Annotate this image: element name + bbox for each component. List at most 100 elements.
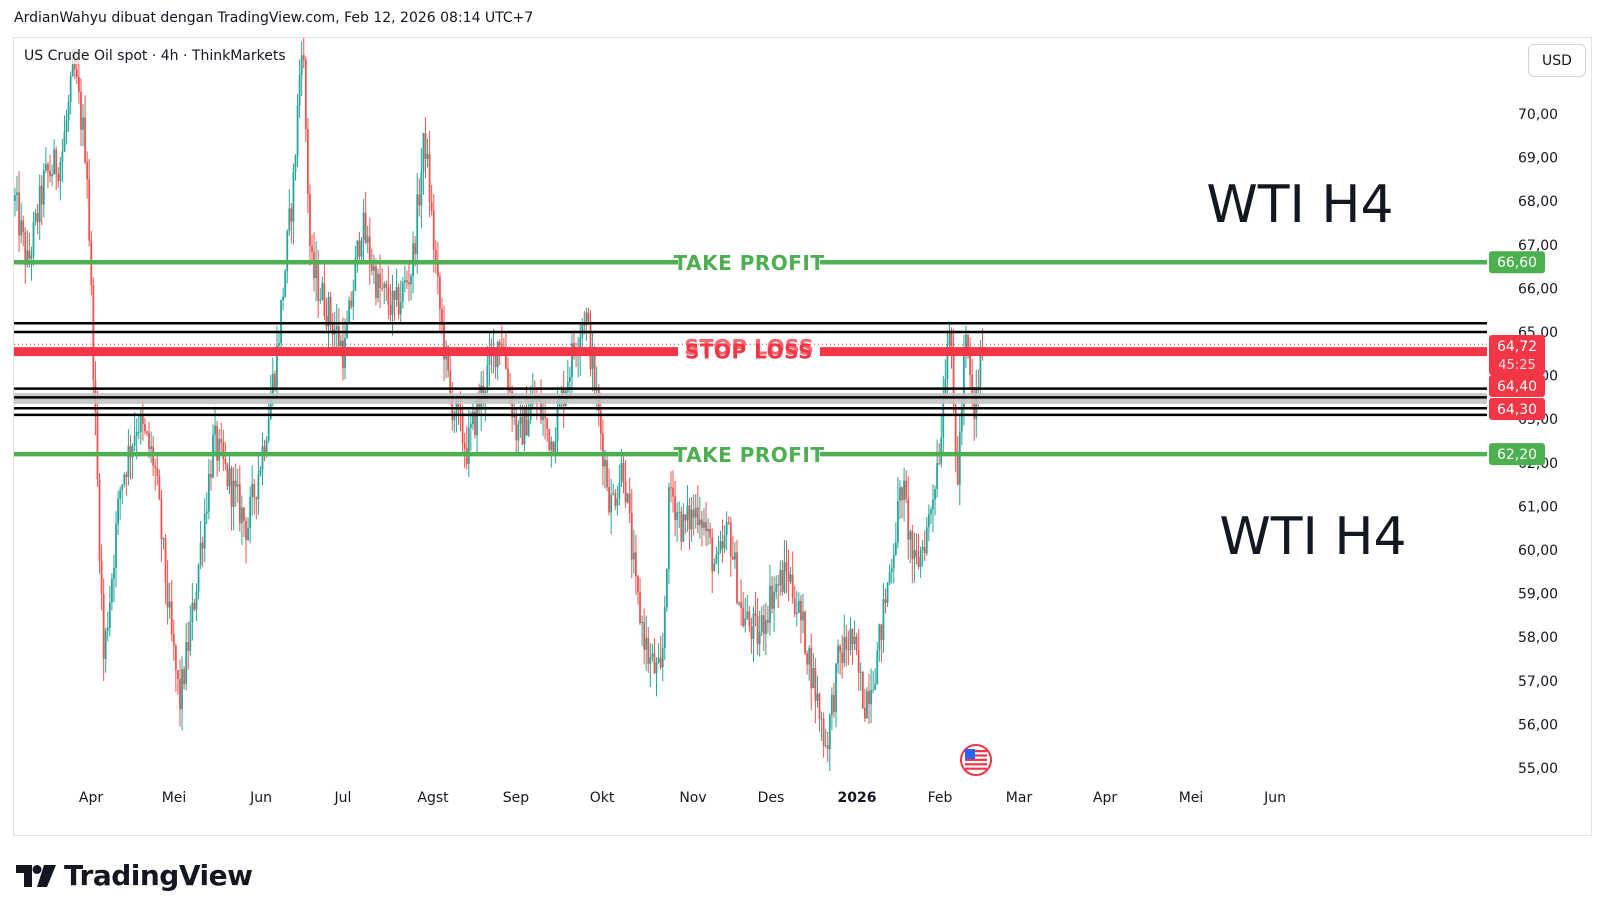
- candle-body: [540, 399, 542, 421]
- candle-body: [434, 249, 437, 264]
- candle-body: [267, 418, 270, 441]
- candle-body: [259, 469, 262, 475]
- candle-body: [53, 149, 56, 175]
- candle-body: [461, 412, 464, 444]
- candle-body: [18, 192, 20, 236]
- candle-body: [880, 624, 883, 641]
- candle-body: [734, 552, 736, 560]
- candle-body: [494, 347, 497, 368]
- us-flag-stripe: [965, 763, 987, 766]
- candle-body: [329, 296, 332, 323]
- candle-body: [901, 487, 903, 501]
- candle-body: [626, 493, 629, 503]
- candle-body: [115, 523, 117, 568]
- candle-body: [579, 337, 582, 353]
- candle-body: [236, 484, 239, 487]
- y-tick-label: 66,00: [1518, 281, 1558, 297]
- candle-body: [810, 648, 813, 689]
- candle-body: [104, 630, 107, 659]
- candle-body: [899, 487, 901, 501]
- candle-body: [232, 480, 235, 507]
- price-tag: [1489, 443, 1545, 466]
- candle-body: [521, 417, 524, 445]
- candle-body: [356, 240, 359, 259]
- candle-body: [744, 618, 747, 626]
- candle-body: [457, 400, 460, 410]
- candle-body: [408, 282, 410, 285]
- tradingview-logo-text: TradingView: [64, 859, 253, 892]
- candle-body: [967, 334, 969, 356]
- y-tick-label: 69,00: [1518, 151, 1558, 167]
- candle-body: [57, 174, 60, 182]
- candle-body: [476, 399, 478, 436]
- price-tag-label: 64,72: [1497, 339, 1537, 355]
- candle-body: [925, 527, 928, 554]
- candle-body: [785, 562, 788, 572]
- candle-body: [507, 368, 509, 390]
- candle-body: [866, 691, 868, 719]
- candle-body: [896, 500, 899, 543]
- candle-body: [488, 351, 491, 366]
- candle-body: [38, 185, 41, 223]
- candle-body: [306, 129, 309, 195]
- candle-body: [814, 668, 817, 701]
- candle-body: [946, 345, 949, 380]
- candle-body: [509, 389, 511, 392]
- candle-body: [717, 550, 720, 555]
- candle-body: [350, 300, 353, 307]
- candle-body: [674, 496, 676, 520]
- candle-body: [14, 195, 16, 202]
- candle-body: [723, 535, 726, 549]
- candle-body: [672, 487, 674, 497]
- price-tag-label: 62,20: [1497, 447, 1537, 463]
- candle-body: [843, 637, 846, 663]
- candle-body: [701, 519, 703, 528]
- candle-body: [174, 645, 177, 671]
- x-tick-label: Jul: [334, 790, 352, 806]
- candle-body: [412, 243, 414, 277]
- currency-button[interactable]: USD: [1528, 44, 1586, 77]
- candle-body: [98, 479, 101, 561]
- candle-body: [30, 255, 33, 259]
- candle-body: [436, 263, 439, 277]
- price-tag-label: 66,60: [1497, 255, 1537, 271]
- x-tick-label: Agst: [417, 790, 449, 806]
- candle-body: [601, 433, 604, 467]
- candle-body: [278, 343, 280, 346]
- price-tag: [1489, 375, 1545, 397]
- candle-body: [839, 645, 842, 653]
- candle-body: [694, 507, 697, 518]
- candle-body: [670, 487, 672, 489]
- candle-body: [583, 324, 586, 326]
- candle-body: [971, 374, 974, 395]
- candle-body: [393, 290, 396, 300]
- us-flag-stripe: [965, 767, 987, 770]
- candle-body: [135, 432, 138, 436]
- candle-body: [486, 365, 489, 391]
- candle-body: [876, 650, 879, 684]
- candle-body: [364, 212, 367, 243]
- candle-body: [857, 650, 860, 673]
- candle-body: [729, 522, 732, 557]
- candle-body: [688, 505, 691, 530]
- candle-body: [181, 668, 183, 710]
- candle-body: [628, 493, 631, 513]
- candle-body: [247, 528, 249, 540]
- candle-body: [16, 192, 18, 196]
- candle-body: [826, 745, 829, 750]
- symbol-legend[interactable]: US Crude Oil spot · 4h · ThinkMarkets: [24, 48, 286, 64]
- candle-body: [620, 462, 623, 483]
- candle-body: [936, 463, 938, 490]
- candle-body: [214, 425, 216, 435]
- candle-body: [253, 484, 256, 498]
- candle-body: [632, 552, 635, 560]
- tradingview-logo[interactable]: TradingView: [16, 859, 253, 892]
- candle-body: [271, 373, 274, 397]
- candle-body: [527, 419, 530, 436]
- candle-body: [767, 620, 769, 623]
- candle-body: [422, 133, 425, 172]
- candle-body: [517, 424, 520, 441]
- candle-body: [777, 584, 780, 586]
- candle-body: [676, 512, 679, 520]
